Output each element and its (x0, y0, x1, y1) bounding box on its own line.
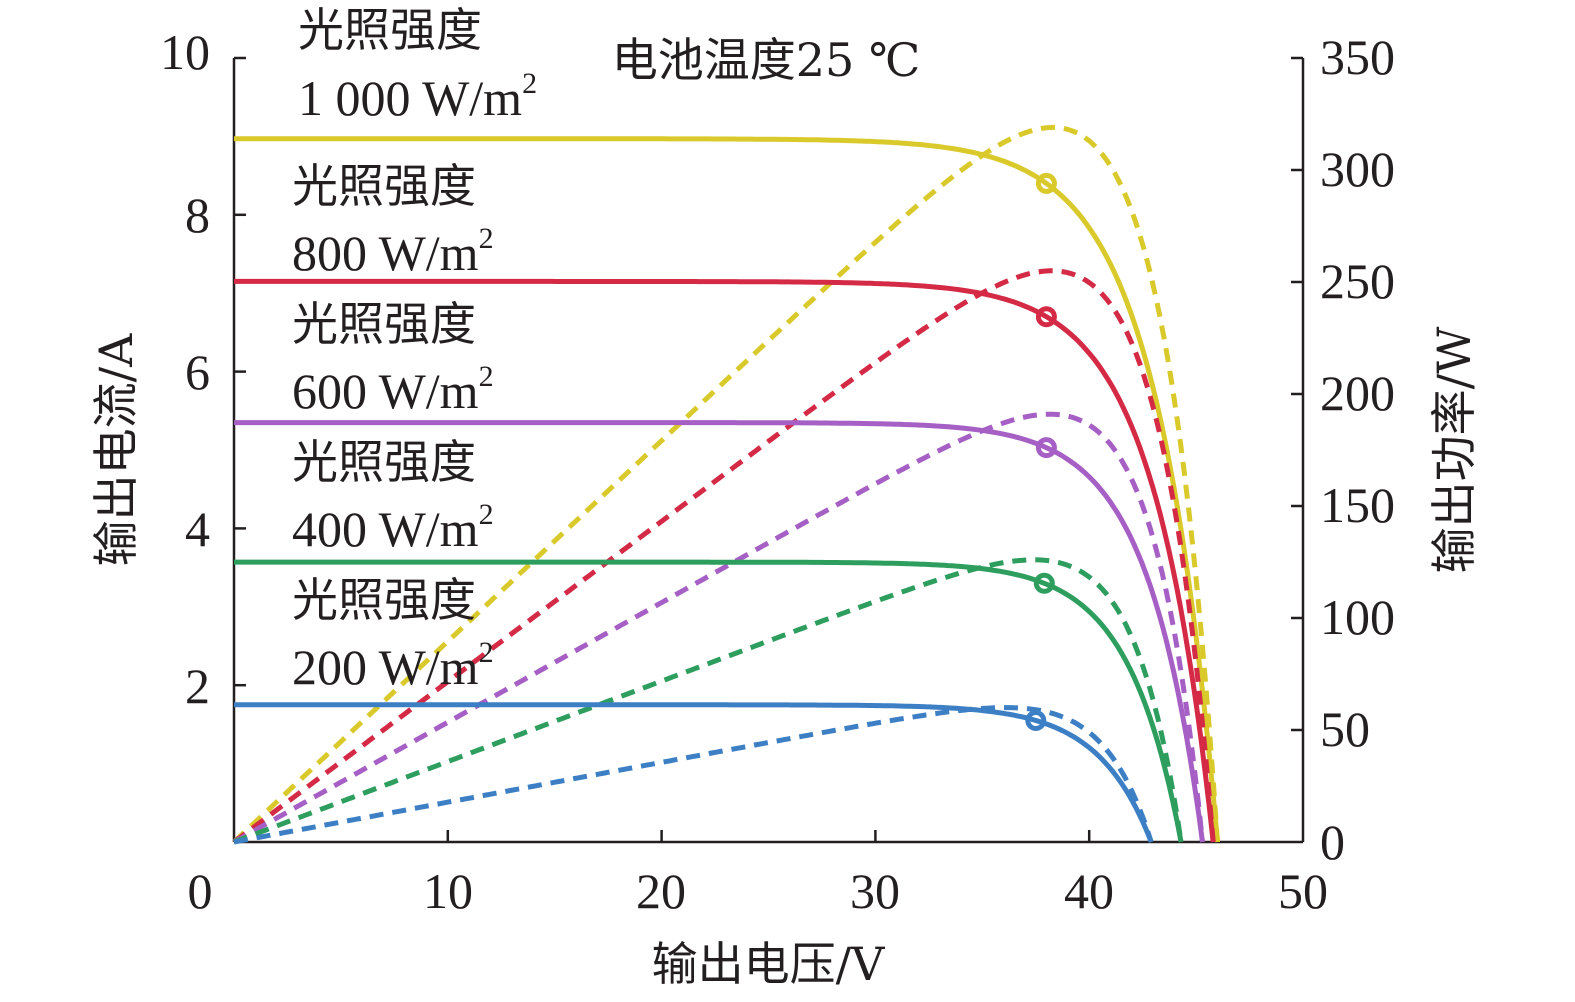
irradiance-labels: 光照强度 1 000 W/m2 光照强度 800 W/m2 光照强度 600 W… (292, 3, 537, 695)
x-tick-labels: 0 10 20 30 40 50 (188, 863, 1329, 919)
left-y-tick-label: 4 (185, 501, 210, 557)
right-y-tick-label: 0 (1320, 814, 1345, 870)
right-y-tick-label: 100 (1320, 589, 1395, 645)
left-y-tick-label: 6 (185, 344, 210, 400)
irradiance-label-800-line2: 800 W/m2 (292, 222, 494, 281)
power-curve-400 (233, 557, 1184, 845)
curves (232, 124, 1220, 845)
power-curve-1000 (232, 124, 1220, 844)
left-y-tick-label: 2 (185, 658, 210, 714)
right-y-tick-labels: 0 50 100 150 200 250 300 350 (1320, 29, 1395, 870)
irradiance-label-400-line1: 光照强度 (292, 435, 476, 489)
right-y-tick-label: 250 (1320, 253, 1395, 309)
axis-ticks (234, 56, 1303, 842)
mpp-marker-200 (1025, 710, 1047, 731)
irradiance-label-800-line1: 光照强度 (292, 159, 476, 213)
right-y-tick-label: 300 (1320, 141, 1395, 197)
mpp-marker-1000 (1035, 172, 1057, 194)
x-tick-label: 50 (1278, 863, 1328, 919)
power-curve-200 (233, 705, 1154, 845)
axes (232, 58, 1305, 844)
mpp-marker-800 (1035, 306, 1057, 328)
right-y-tick-label: 50 (1320, 701, 1370, 757)
x-tick-label: 30 (850, 863, 900, 919)
x-tick-label: 40 (1064, 863, 1114, 919)
current-curve-200 (234, 702, 1154, 843)
irradiance-label-400-line2: 400 W/m2 (292, 498, 494, 557)
x-axis-title: 输出电压/V (652, 937, 885, 991)
right-y-tick-label: 150 (1320, 477, 1395, 533)
irradiance-label-600-line1: 光照强度 (292, 297, 476, 351)
power-curve-800 (232, 268, 1216, 844)
irradiance-label-200-line1: 光照强度 (292, 573, 476, 627)
left-y-tick-label: 10 (160, 24, 210, 80)
left-y-tick-labels: 2 4 6 8 10 (160, 24, 210, 714)
left-y-tick-label: 8 (185, 187, 210, 243)
mpp-marker-400 (1033, 572, 1055, 594)
chart-title: 电池温度25 ℃ (612, 33, 921, 87)
irradiance-label-200-line2: 200 W/m2 (292, 636, 494, 695)
irradiance-label-1000-line1: 光照强度 (298, 3, 482, 57)
left-y-axis-title: 输出电流/A (89, 333, 143, 566)
irradiance-label-600-line2: 600 W/m2 (292, 360, 494, 419)
current-curve-400 (234, 559, 1184, 843)
current-curve-800 (234, 278, 1216, 843)
right-y-tick-label: 200 (1320, 365, 1395, 421)
right-y-tick-label: 350 (1320, 29, 1395, 85)
mpp-marker-600 (1035, 437, 1057, 459)
irradiance-label-1000-line2: 1 000 W/m2 (298, 67, 537, 126)
x-tick-label: 20 (636, 863, 686, 919)
power-curve-600 (232, 411, 1205, 845)
x-tick-label: 0 (188, 863, 213, 919)
x-tick-label: 10 (423, 863, 473, 919)
right-y-axis-title: 输出功率/W (1427, 326, 1481, 573)
